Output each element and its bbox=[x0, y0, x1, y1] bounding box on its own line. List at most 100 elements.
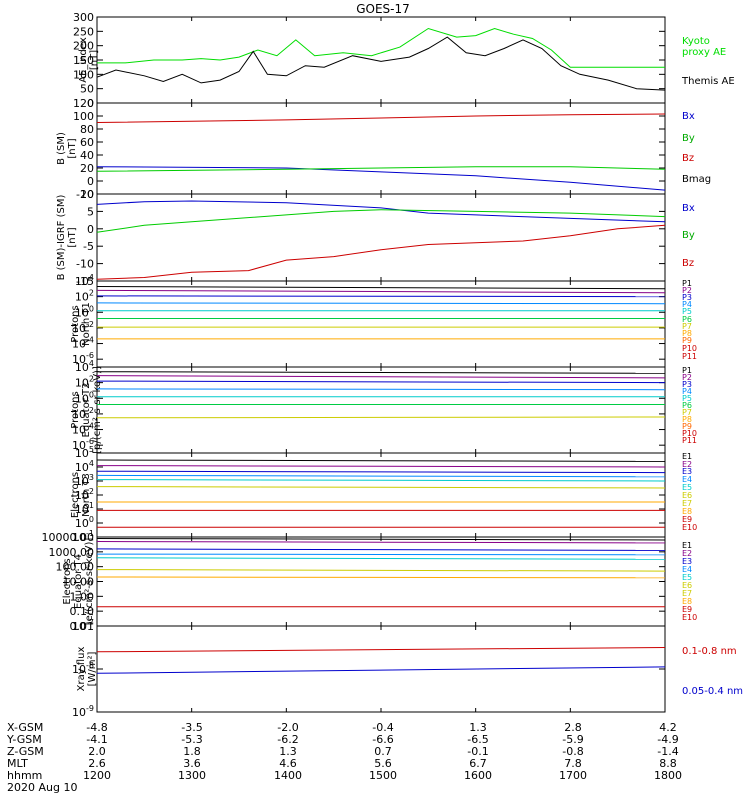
legend-entry: P6 bbox=[682, 315, 692, 324]
footer-value: 2.8 bbox=[564, 721, 582, 734]
legend-entry: By bbox=[682, 230, 695, 241]
footer-value: -4.1 bbox=[86, 733, 107, 746]
series-line-2 bbox=[96, 541, 666, 544]
y-tick-label: 0.01 bbox=[70, 620, 95, 633]
footer-value: -6.5 bbox=[467, 733, 488, 746]
legend-entry: P4 bbox=[682, 387, 692, 396]
footer-value: -1.4 bbox=[657, 745, 678, 758]
footer-value: -0.8 bbox=[562, 745, 583, 758]
y-tick-label: 10 bbox=[80, 188, 94, 201]
legend-entry: E1 bbox=[682, 452, 692, 461]
legend-entry: E5 bbox=[682, 573, 692, 582]
footer-value: 4.6 bbox=[279, 757, 297, 770]
series-line-4 bbox=[96, 302, 666, 305]
series-line-2 bbox=[96, 166, 666, 172]
legend-entry: E2 bbox=[682, 460, 692, 469]
legend-entry: Bz bbox=[682, 258, 694, 269]
y-tick-label: 50 bbox=[80, 83, 94, 96]
y-tick-label: 104 bbox=[75, 273, 94, 288]
footer-value: -3.5 bbox=[181, 721, 202, 734]
y-tick-label: 103 bbox=[75, 473, 94, 488]
y-tick-label: 100.00 bbox=[56, 561, 95, 574]
y-tick-label: 10-7 bbox=[72, 618, 94, 633]
y-tick-label: 10-6 bbox=[72, 437, 94, 452]
y-tick-label: 100 bbox=[73, 68, 94, 81]
series-line-1 bbox=[96, 459, 666, 462]
series-line-7 bbox=[96, 576, 666, 579]
footer-row: Z-GSM 2.0 1.8 1.3 0.7 -0.1 -0.8 -1.4 bbox=[7, 745, 679, 758]
series-line-5 bbox=[96, 557, 666, 560]
series-line-2 bbox=[96, 209, 666, 233]
footer-value: -5.3 bbox=[181, 733, 202, 746]
y-axis-label: B (SM)[nT] bbox=[56, 132, 78, 165]
footer-value: -5.9 bbox=[562, 733, 583, 746]
footer-value: 1700 bbox=[559, 769, 587, 782]
legend-entry: P8 bbox=[682, 415, 692, 424]
series-line-4 bbox=[96, 474, 666, 478]
y-tick-label: 0 bbox=[87, 97, 94, 110]
legend-entry: P5 bbox=[682, 307, 692, 316]
y-tick-label: 10-9 bbox=[72, 704, 94, 719]
legend-entry: P9 bbox=[682, 336, 692, 345]
footer-row-label: X-GSM bbox=[7, 721, 43, 734]
legend-entry: 0.1-0.8 nm bbox=[682, 646, 737, 657]
y-tick-label: 101 bbox=[75, 501, 94, 516]
series-line-7 bbox=[96, 416, 666, 419]
footer-value: 1400 bbox=[274, 769, 302, 782]
footer-row: Y-GSM -4.1 -5.3 -6.2 -6.6 -6.5 -5.9 -4.9 bbox=[6, 733, 679, 746]
legend-entry: Kyoto bbox=[682, 36, 710, 47]
series-line-2 bbox=[96, 36, 666, 91]
footer-value: 6.7 bbox=[469, 757, 487, 770]
legend-entry: E10 bbox=[682, 613, 697, 622]
footer-value: -0.4 bbox=[372, 721, 393, 734]
series-line-3 bbox=[96, 380, 666, 384]
footer-value: 8.8 bbox=[659, 757, 677, 770]
footer-value: -2.0 bbox=[277, 721, 298, 734]
y-tick-label: 250 bbox=[73, 25, 94, 38]
y-tick-label: 1.00 bbox=[70, 590, 95, 603]
legend-entry: E10 bbox=[682, 523, 697, 532]
series-line-2 bbox=[96, 666, 666, 674]
y-tick-label: 10000.00 bbox=[42, 531, 95, 544]
panel-8: 10-7 10-8 10-9 Xray flux[W/m²] 0.1-0.8 nm 0.0… bbox=[72, 618, 743, 719]
panel-frame bbox=[96, 193, 666, 282]
series-line-3 bbox=[96, 113, 666, 123]
footer-value: 2.0 bbox=[88, 745, 106, 758]
footer-value: 4.2 bbox=[659, 721, 677, 734]
y-tick-label: 5 bbox=[87, 205, 94, 218]
legend-entry: P1 bbox=[682, 366, 692, 375]
footer-value: -4.9 bbox=[657, 733, 678, 746]
legend-entry: P11 bbox=[682, 352, 697, 361]
legend-entry: P2 bbox=[682, 286, 692, 295]
series-line-1 bbox=[97, 27, 665, 68]
y-tick-label: 120 bbox=[73, 97, 94, 110]
legend-entry: P8 bbox=[682, 329, 692, 338]
y-axis-label: ElectronsEquator T4[e/(cm²-s-sr-keV)] bbox=[62, 538, 95, 626]
y-axis-label: Xray flux[W/m²] bbox=[76, 647, 98, 692]
series-line-1 bbox=[96, 166, 666, 191]
legend-entry: P7 bbox=[682, 408, 692, 417]
footer-row: hhmm 1200 1300 1400 1500 1600 1700 1800 bbox=[7, 769, 682, 782]
y-tick-label: -15 bbox=[76, 275, 94, 288]
y-tick-label: 80 bbox=[80, 123, 94, 136]
legend-entry: 0.05-0.4 nm bbox=[682, 686, 743, 697]
series-line-3 bbox=[96, 295, 666, 298]
y-tick-label: 102 bbox=[75, 289, 94, 304]
legend-entry: E6 bbox=[682, 491, 692, 500]
legend-entry: E2 bbox=[682, 549, 692, 558]
footer-value: 1500 bbox=[369, 769, 397, 782]
series-line-6 bbox=[96, 486, 666, 489]
legend-entry: Bx bbox=[682, 111, 695, 122]
legend-entry: P6 bbox=[682, 401, 692, 410]
footer-value: -6.6 bbox=[372, 733, 393, 746]
y-tick-label: 104 bbox=[75, 459, 94, 474]
series-line-1 bbox=[96, 538, 666, 541]
footer-value: -0.1 bbox=[467, 745, 488, 758]
footer-row-label: Z-GSM bbox=[7, 745, 44, 758]
y-tick-label: -20 bbox=[76, 188, 94, 201]
legend-entry: E7 bbox=[682, 589, 692, 598]
